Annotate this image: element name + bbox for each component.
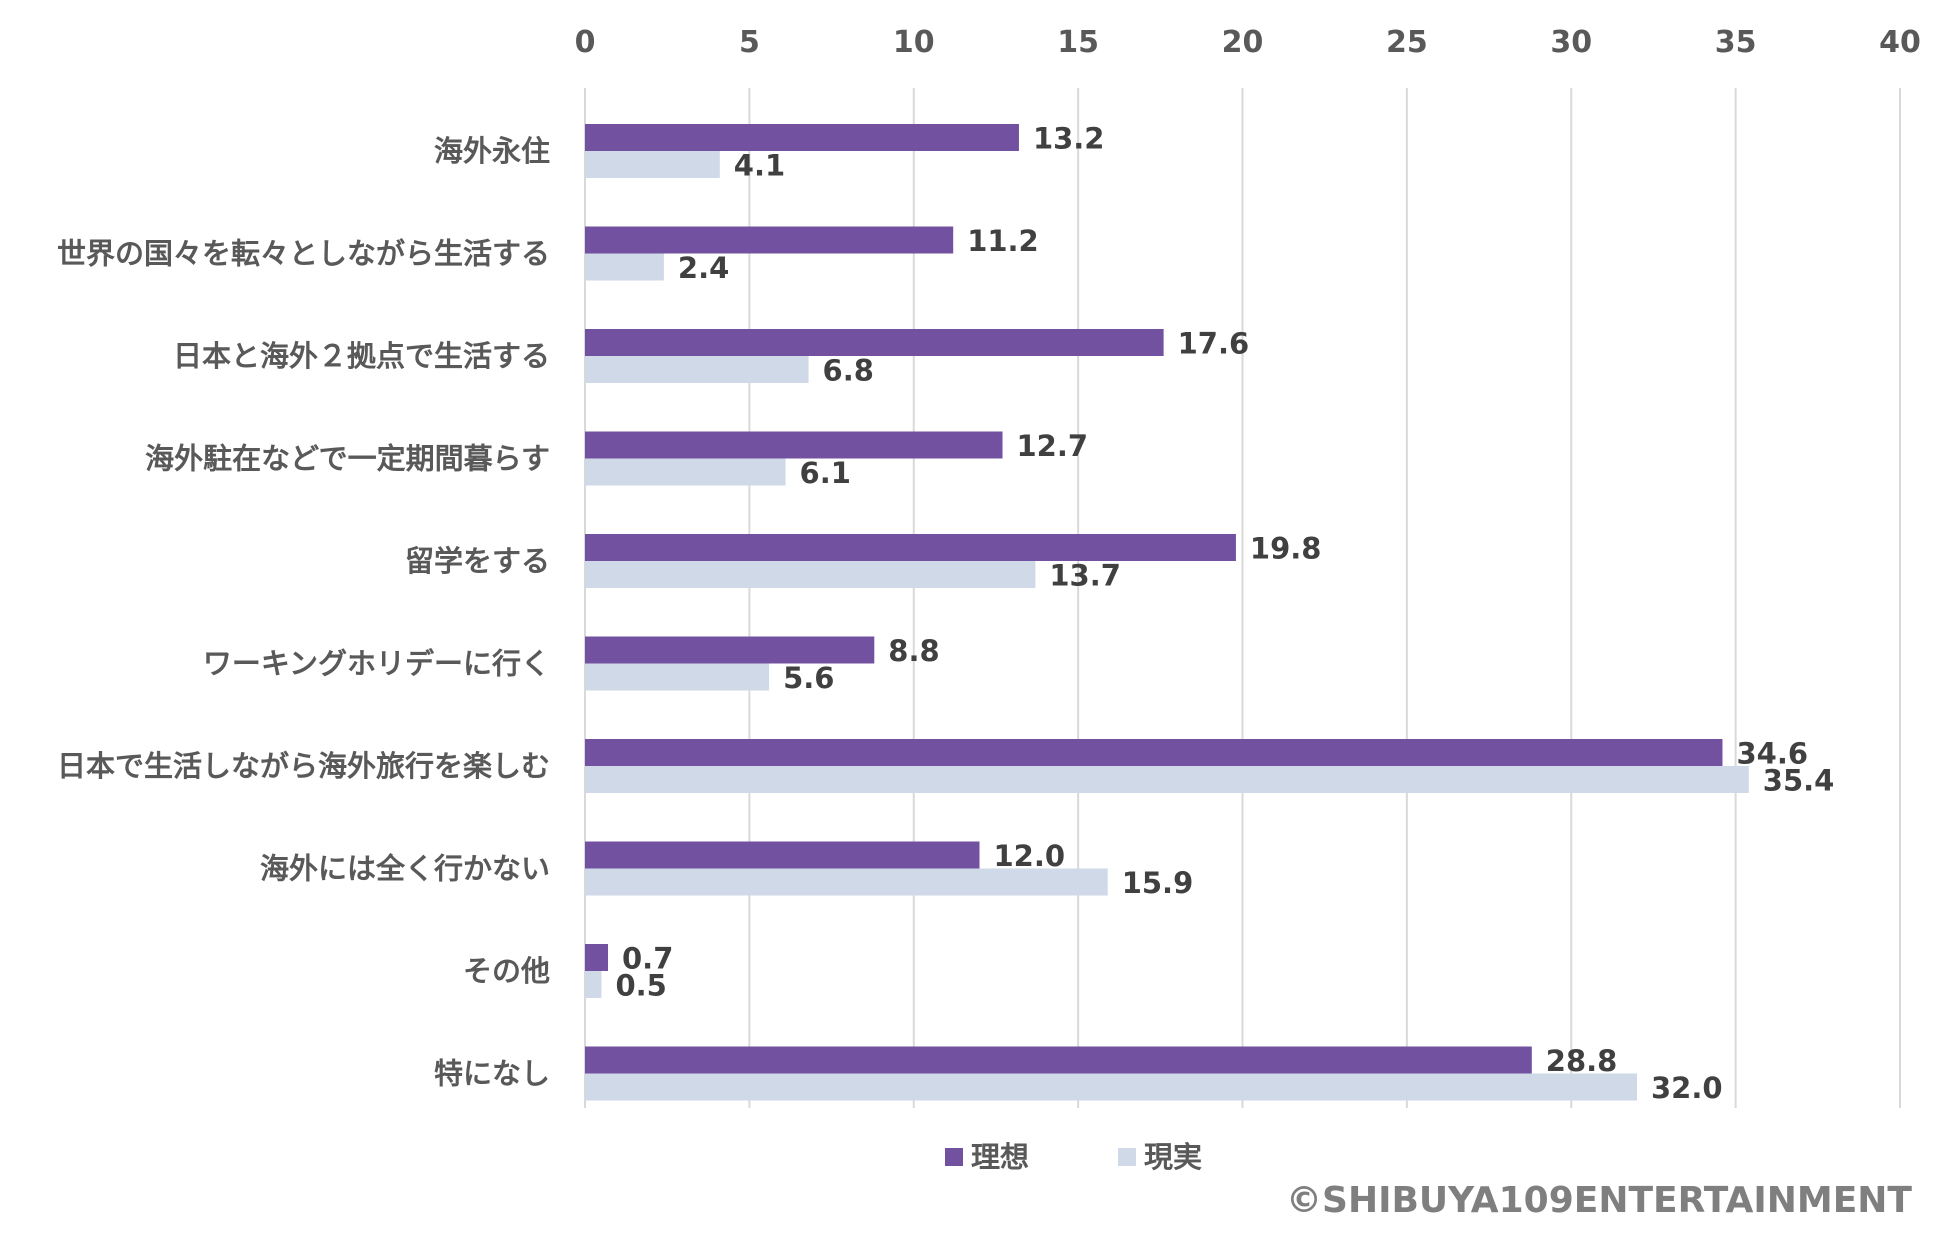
x-tick-label: 35	[1715, 25, 1757, 60]
category-label: 海外には全く行かない	[260, 852, 550, 886]
bar-ideal	[585, 124, 1019, 151]
data-label: 8.8	[888, 634, 939, 668]
bar-ideal	[585, 739, 1723, 766]
data-label: 11.2	[967, 224, 1039, 258]
category-label: 日本で生活しながら海外旅行を楽しむ	[57, 749, 550, 783]
bar-reality	[585, 663, 770, 691]
bar-reality	[585, 561, 1036, 588]
bar-reality	[585, 253, 664, 281]
category-label: 海外駐在などで一定期間暮らす	[145, 442, 550, 476]
category-label: 特になし	[434, 1057, 550, 1091]
category-label: その他	[463, 954, 550, 988]
bar-reality	[585, 1073, 1637, 1101]
data-label: 13.2	[1033, 122, 1105, 156]
bar-reality	[585, 151, 720, 178]
bar-ideal	[585, 841, 980, 869]
category-label: 海外永住	[434, 134, 550, 168]
bar-reality	[585, 971, 602, 998]
legend-label: 理想	[971, 1140, 1029, 1174]
data-label: 32.0	[1651, 1071, 1723, 1105]
bar-ideal	[585, 226, 954, 254]
x-tick-label: 5	[739, 25, 760, 60]
bar-reality	[585, 356, 809, 383]
gridlines	[584, 88, 1901, 1108]
copyright-text: ©SHIBUYA109ENTERTAINMENT	[1286, 1180, 1912, 1221]
x-tick-label: 40	[1879, 25, 1921, 60]
data-label: 28.8	[1546, 1044, 1618, 1078]
data-label: 19.8	[1250, 532, 1322, 566]
data-label: 17.6	[1178, 327, 1250, 361]
data-label: 34.6	[1736, 737, 1808, 771]
data-label: 13.7	[1049, 559, 1121, 593]
category-label: 世界の国々を転々としながら生活する	[57, 237, 550, 271]
data-label: 15.9	[1122, 866, 1194, 900]
data-label: 0.7	[622, 942, 673, 976]
data-label: 2.4	[678, 251, 729, 285]
x-tick-label: 0	[575, 25, 596, 60]
legend: 理想 現実	[945, 1140, 1202, 1174]
x-tick-label: 15	[1057, 25, 1099, 60]
bar-reality	[585, 458, 786, 486]
data-label: 4.1	[734, 149, 785, 183]
x-axis-ticks: 0 5 10 15 20 25 30 35 40	[575, 25, 1921, 60]
x-tick-label: 25	[1386, 25, 1428, 60]
bar-ideal	[585, 636, 875, 664]
bar-reality	[585, 766, 1749, 793]
bar-ideal	[585, 1046, 1532, 1074]
x-tick-label: 20	[1222, 25, 1264, 60]
category-label: 日本と海外２拠点で生活する	[173, 339, 550, 373]
data-label: 0.5	[615, 969, 666, 1003]
data-label: 5.6	[783, 661, 834, 695]
x-tick-label: 30	[1550, 25, 1592, 60]
data-label: 12.0	[994, 839, 1066, 873]
bars	[585, 124, 1749, 1101]
legend-swatch	[945, 1148, 963, 1166]
bar-ideal	[585, 944, 609, 971]
legend-swatch	[1118, 1148, 1136, 1166]
category-label: ワーキングホリデーに行く	[203, 647, 550, 681]
data-label: 6.8	[823, 354, 874, 388]
bar-ideal	[585, 431, 1003, 459]
data-label: 6.1	[800, 456, 851, 490]
bar-ideal	[585, 329, 1164, 356]
category-labels: 海外永住世界の国々を転々としながら生活する日本と海外２拠点で生活する海外駐在など…	[57, 134, 550, 1091]
data-label: 12.7	[1017, 429, 1089, 463]
legend-label: 現実	[1144, 1140, 1202, 1174]
category-label: 留学をする	[405, 544, 550, 578]
bar-reality	[585, 868, 1108, 896]
bar-ideal	[585, 534, 1236, 561]
data-labels: 13.2 4.1 11.2 2.4 17.6 6.8 12.7 6.1 19.8 13.7 8.8 5…	[615, 122, 1834, 1106]
x-tick-label: 10	[893, 25, 935, 60]
data-label: 35.4	[1763, 764, 1835, 798]
